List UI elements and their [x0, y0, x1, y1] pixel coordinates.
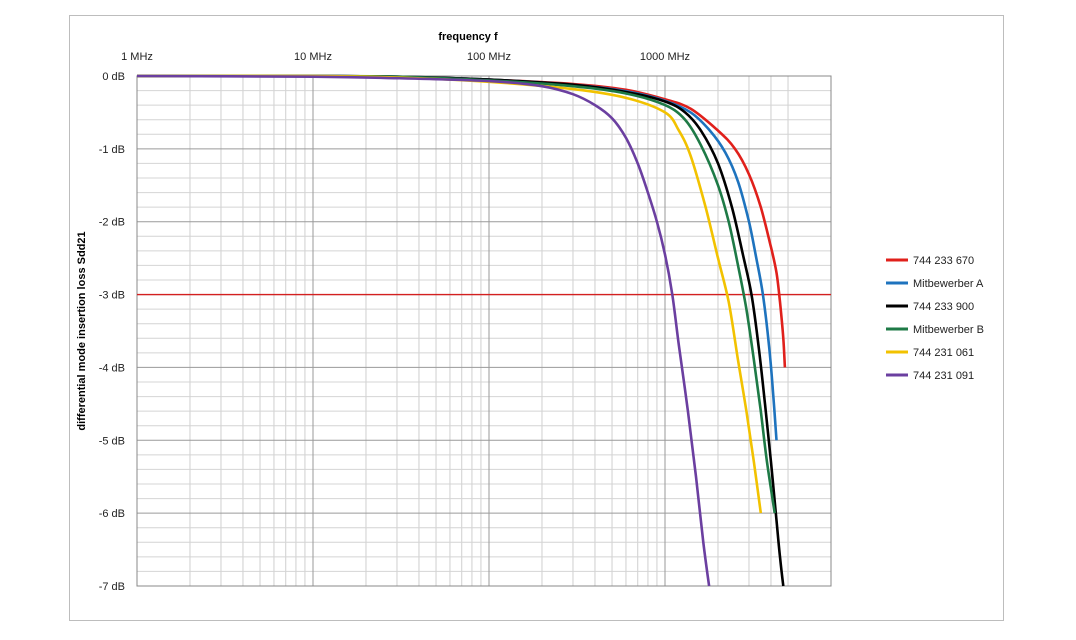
legend-label: 744 231 091 [913, 370, 974, 382]
x-tick-label: 100 MHz [467, 51, 511, 63]
y-tick-label: -2 dB [99, 217, 125, 229]
minor-grid [137, 76, 831, 586]
series-lines [136, 74, 787, 587]
y-tick-label: -5 dB [99, 435, 125, 447]
series-line-3 [136, 74, 785, 587]
y-tick-label: -4 dB [99, 362, 125, 374]
y-axis-title: differential mode insertion loss Sdd21 [76, 231, 88, 430]
x-tick-label: 1000 MHz [640, 51, 690, 63]
chart-frame [69, 15, 1004, 621]
x-tick-label: 1 MHz [121, 51, 153, 63]
y-tick-labels: 0 dB -1 dB -2 dB -3 dB -4 dB -5 dB -6 dB -7 dB [99, 71, 125, 593]
y-tick-label: 0 dB [102, 71, 125, 83]
legend: 744 233 670 Mitbewerber A 744 233 900 Mitbe… [886, 255, 984, 382]
x-tick-label: 10 MHz [294, 51, 332, 63]
legend-label: Mitbewerber A [913, 278, 984, 290]
y-tick-label: -7 dB [99, 581, 125, 593]
plot-area-border [136, 75, 832, 587]
legend-label: 744 233 900 [913, 301, 974, 313]
x-axis-title: frequency f [438, 31, 498, 43]
legend-label: Mitbewerber B [913, 324, 984, 336]
legend-label: 744 233 670 [913, 255, 974, 267]
y-tick-label: -3 dB [99, 290, 125, 302]
legend-label: 744 231 061 [913, 347, 974, 359]
y-tick-label: -1 dB [99, 144, 125, 156]
major-grid [136, 75, 831, 587]
series-line-6 [136, 74, 711, 587]
x-tick-labels: 1 MHz 10 MHz 100 MHz 1000 MHz [121, 51, 690, 63]
y-tick-label: -6 dB [99, 508, 125, 520]
series-line-2 [136, 74, 778, 441]
